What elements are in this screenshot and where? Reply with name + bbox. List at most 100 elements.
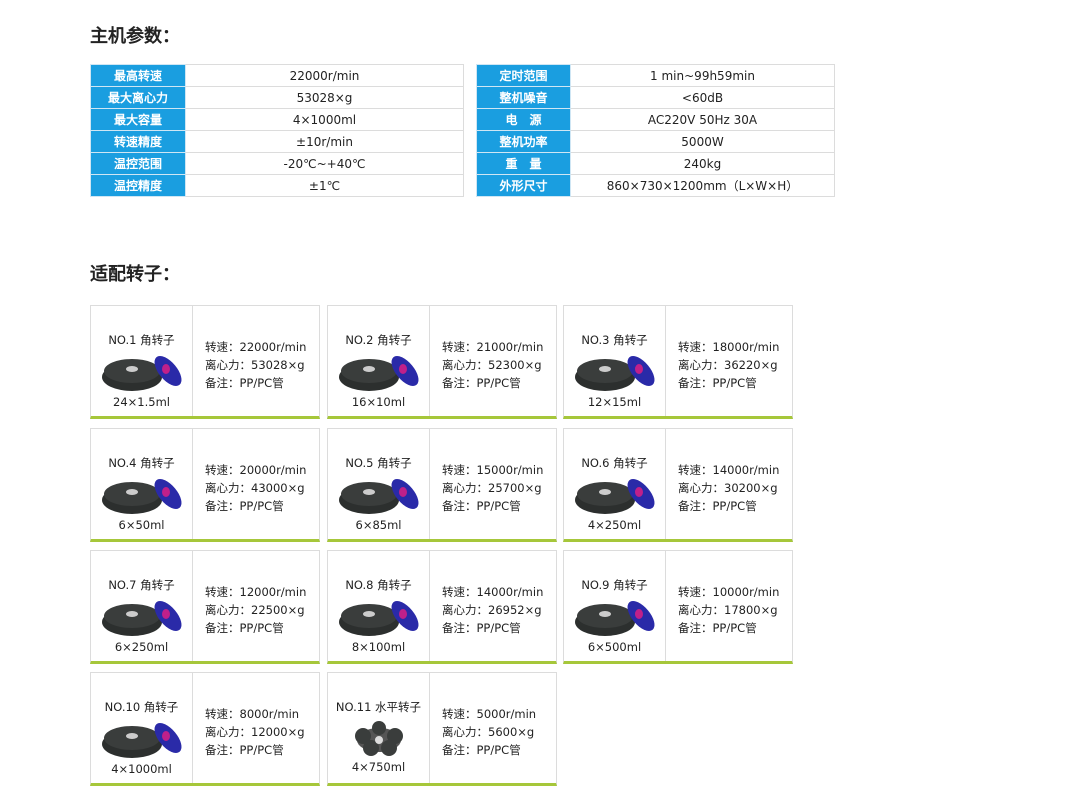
spec-table-left: 最高转速 22000r/min 最大离心力 53028×g 最大容量 4×1000ml 转速… xyxy=(90,64,464,197)
section-title-host-params: 主机参数： xyxy=(90,26,180,47)
rotor-specs: 转速：10000r/min 离心力：17800×g 备注：PP/PC管 xyxy=(666,551,779,661)
rotor-name: NO.10 角转子 xyxy=(104,700,179,714)
spec-value: 53028×g xyxy=(185,86,464,109)
rotor-capacity: 16×10ml xyxy=(351,395,406,409)
rotor-capacity: 8×100ml xyxy=(351,640,406,654)
rotor-speed: 转速：8000r/min xyxy=(205,707,300,721)
spec-label: 整机功率 xyxy=(476,130,571,153)
rotor-name: NO.1 角转子 xyxy=(108,333,175,347)
angle-rotor-icon xyxy=(574,479,654,514)
spec-value: 240kg xyxy=(570,152,835,175)
rotor-rcf: 离心力：26952×g xyxy=(442,603,542,617)
spec-value: ±10r/min xyxy=(185,130,464,153)
rotor-capacity: 4×250ml xyxy=(587,518,642,532)
rotor-capacity: 4×1000ml xyxy=(111,762,172,776)
rotor-speed: 转速：12000r/min xyxy=(205,585,307,599)
rotor-specs: 转速：20000r/min 离心力：43000×g 备注：PP/PC管 xyxy=(193,429,306,539)
rotor-name: NO.7 角转子 xyxy=(108,578,175,592)
rotor-specs: 转速：14000r/min 离心力：26952×g 备注：PP/PC管 xyxy=(430,551,543,661)
rotor-note: 备注：PP/PC管 xyxy=(442,621,521,635)
spec-row: 外形尺寸 860×730×1200mm（L×W×H） xyxy=(476,174,835,197)
spec-row: 重 量 240kg xyxy=(476,152,835,175)
rotor-rcf: 离心力：25700×g xyxy=(442,481,542,495)
spec-label: 温控精度 xyxy=(90,174,186,197)
angle-rotor-icon xyxy=(101,723,181,758)
rotor-note: 备注：PP/PC管 xyxy=(205,499,284,513)
rotor-specs: 转速：22000r/min 离心力：53028×g 备注：PP/PC管 xyxy=(193,306,306,416)
rotor-image-cell: NO.4 角转子 6×50ml xyxy=(91,429,193,539)
rotor-speed: 转速：22000r/min xyxy=(205,340,307,354)
rotor-image-cell: NO.7 角转子 6×250ml xyxy=(91,551,193,661)
spec-row: 整机功率 5000W xyxy=(476,130,835,153)
rotor-speed: 转速：14000r/min xyxy=(678,463,780,477)
rotor-rcf: 离心力：30200×g xyxy=(678,481,778,495)
rotor-capacity: 6×500ml xyxy=(587,640,642,654)
rotor-image-cell: NO.9 角转子 6×500ml xyxy=(564,551,666,661)
rotor-speed: 转速：5000r/min xyxy=(442,707,537,721)
spec-label: 最大离心力 xyxy=(90,86,186,109)
rotor-image-cell: NO.10 角转子 4×1000ml xyxy=(91,673,193,783)
rotor-note: 备注：PP/PC管 xyxy=(678,621,757,635)
rotor-speed: 转速：15000r/min xyxy=(442,463,544,477)
rotor-speed: 转速：10000r/min xyxy=(678,585,780,599)
angle-rotor-icon xyxy=(101,601,181,636)
rotor-capacity: 6×85ml xyxy=(355,518,402,532)
spec-value: 22000r/min xyxy=(185,64,464,87)
rotor-card: NO.6 角转子 4×250ml 转速：14000r/min 离心力：30200… xyxy=(563,428,793,542)
spec-label: 转速精度 xyxy=(90,130,186,153)
rotor-speed: 转速：20000r/min xyxy=(205,463,307,477)
spec-row: 定时范围 1 min~99h59min xyxy=(476,64,835,87)
rotor-specs: 转速：5000r/min 离心力：5600×g 备注：PP/PC管 xyxy=(430,673,536,783)
rotor-card: NO.7 角转子 6×250ml 转速：12000r/min 离心力：22500… xyxy=(90,550,320,664)
rotor-card: NO.4 角转子 6×50ml 转速：20000r/min 离心力：43000×… xyxy=(90,428,320,542)
rotor-image-cell: NO.6 角转子 4×250ml xyxy=(564,429,666,539)
rotor-image-cell: NO.8 角转子 8×100ml xyxy=(328,551,430,661)
spec-label: 整机噪音 xyxy=(476,86,571,109)
spec-row: 电 源 AC220V 50Hz 30A xyxy=(476,108,835,131)
angle-rotor-icon xyxy=(101,356,181,391)
rotor-image-cell: NO.5 角转子 6×85ml xyxy=(328,429,430,539)
spec-value: 4×1000ml xyxy=(185,108,464,131)
spec-value: AC220V 50Hz 30A xyxy=(570,108,835,131)
spec-value: 860×730×1200mm（L×W×H） xyxy=(570,174,835,197)
rotor-specs: 转速：15000r/min 离心力：25700×g 备注：PP/PC管 xyxy=(430,429,543,539)
spec-row: 最大容量 4×1000ml xyxy=(90,108,464,131)
rotor-image-cell: NO.1 角转子 24×1.5ml xyxy=(91,306,193,416)
rotor-specs: 转速：8000r/min 离心力：12000×g 备注：PP/PC管 xyxy=(193,673,305,783)
spec-label: 最高转速 xyxy=(90,64,186,87)
angle-rotor-icon xyxy=(574,601,654,636)
spec-value: 5000W xyxy=(570,130,835,153)
rotor-specs: 转速：18000r/min 离心力：36220×g 备注：PP/PC管 xyxy=(666,306,779,416)
rotor-note: 备注：PP/PC管 xyxy=(205,376,284,390)
rotor-rcf: 离心力：17800×g xyxy=(678,603,778,617)
section-title-rotors: 适配转子： xyxy=(90,264,180,285)
spec-row: 最大离心力 53028×g xyxy=(90,86,464,109)
rotor-image-cell: NO.2 角转子 16×10ml xyxy=(328,306,430,416)
angle-rotor-icon xyxy=(101,479,181,514)
rotor-rcf: 离心力：53028×g xyxy=(205,358,305,372)
rotor-rcf: 离心力：22500×g xyxy=(205,603,305,617)
rotor-name: NO.4 角转子 xyxy=(108,456,175,470)
spec-label: 最大容量 xyxy=(90,108,186,131)
rotor-rcf: 离心力：52300×g xyxy=(442,358,542,372)
rotor-speed: 转速：21000r/min xyxy=(442,340,544,354)
spec-table-right: 定时范围 1 min~99h59min 整机噪音 <60dB 电 源 AC220V 50H… xyxy=(476,64,835,197)
spec-label: 外形尺寸 xyxy=(476,174,571,197)
spec-row: 转速精度 ±10r/min xyxy=(90,130,464,153)
spec-value: ±1℃ xyxy=(185,174,464,197)
swing-rotor-icon xyxy=(354,721,403,756)
rotor-specs: 转速：14000r/min 离心力：30200×g 备注：PP/PC管 xyxy=(666,429,779,539)
rotor-card: NO.2 角转子 16×10ml 转速：21000r/min 离心力：52300… xyxy=(327,305,557,419)
rotor-name: NO.3 角转子 xyxy=(581,333,648,347)
rotor-card: NO.8 角转子 8×100ml 转速：14000r/min 离心力：26952… xyxy=(327,550,557,664)
rotor-rcf: 离心力：5600×g xyxy=(442,725,535,739)
rotor-card: NO.3 角转子 12×15ml 转速：18000r/min 离心力：36220… xyxy=(563,305,793,419)
angle-rotor-icon xyxy=(338,479,418,514)
spec-row: 最高转速 22000r/min xyxy=(90,64,464,87)
rotor-image-cell: NO.3 角转子 12×15ml xyxy=(564,306,666,416)
rotor-rcf: 离心力：36220×g xyxy=(678,358,778,372)
rotor-specs: 转速：21000r/min 离心力：52300×g 备注：PP/PC管 xyxy=(430,306,543,416)
rotor-name: NO.6 角转子 xyxy=(581,456,648,470)
rotor-image-cell: NO.11 水平转子 4×750ml xyxy=(328,673,430,783)
spec-value: -20℃~+40℃ xyxy=(185,152,464,175)
